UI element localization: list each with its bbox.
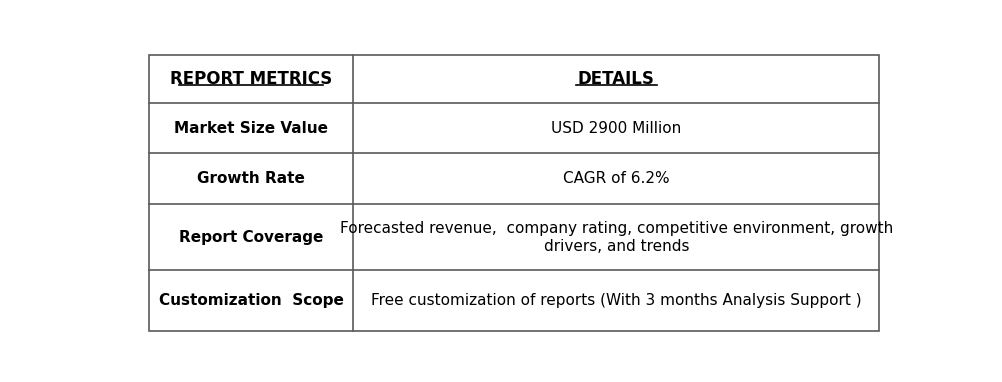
Text: USD 2900 Million: USD 2900 Million (551, 120, 680, 136)
Text: Report Coverage: Report Coverage (178, 230, 323, 245)
Text: Forecasted revenue,  company rating, competitive environment, growth
drivers, an: Forecasted revenue, company rating, comp… (340, 221, 892, 254)
Text: CAGR of 6.2%: CAGR of 6.2% (562, 171, 669, 186)
Text: DETAILS: DETAILS (577, 70, 654, 87)
Text: REPORT METRICS: REPORT METRICS (169, 70, 332, 87)
Text: Free customization of reports (With 3 months Analysis Support ): Free customization of reports (With 3 mo… (371, 293, 861, 308)
Text: Growth Rate: Growth Rate (196, 171, 305, 186)
Text: Market Size Value: Market Size Value (173, 120, 328, 136)
Text: Customization  Scope: Customization Scope (158, 293, 343, 308)
